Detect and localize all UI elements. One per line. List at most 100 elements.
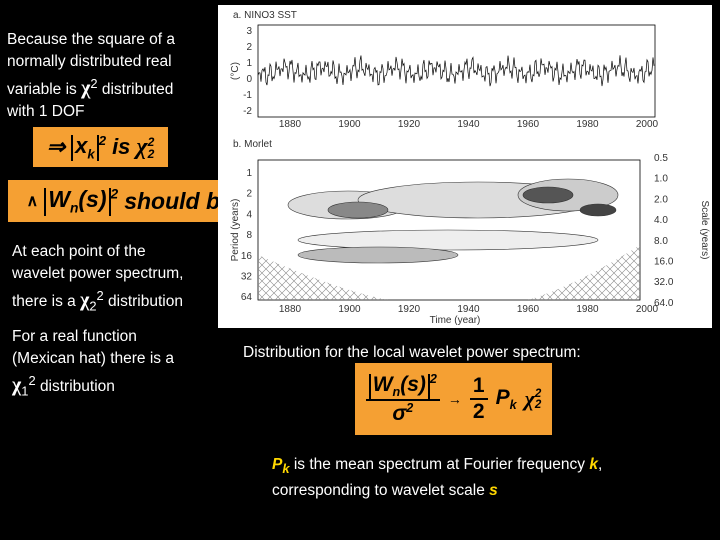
text: P [495,385,510,409]
text: n [69,200,79,216]
y-tick-label: 2 [246,42,252,53]
symbol: χ [81,77,91,100]
y-tick-label: 4 [246,209,252,220]
symbol: χ [524,386,535,411]
x-tick-label: 2000 [636,119,659,130]
text: with 1 DOF [7,103,85,121]
y2-tick-label: 16.0 [654,257,674,268]
y-tick-label: 16 [241,251,253,262]
symbol: ⇒ [46,134,66,159]
text: At each point of the [12,243,146,260]
footnote: Pk is the mean spectrum at Fourier frequ… [272,454,602,502]
text: k [282,461,290,477]
symbol: χ [12,374,22,397]
y-tick-label: 3 [246,26,252,37]
text: , [597,456,603,473]
text: σ [392,401,407,425]
text: 1 [21,383,29,399]
note-real: For a real function (Mexican hat) there … [12,326,174,402]
axis-label: Scale (years) [699,201,710,260]
x-tick-label: 1920 [398,304,421,315]
y-tick-label: 8 [246,230,252,241]
contour [327,201,389,219]
x-tick-label: 1980 [576,304,599,315]
text: 2 [110,186,119,202]
text: 1 [469,374,488,400]
text: 2 [472,400,485,423]
text: s [489,482,498,500]
text: 2 [89,298,97,314]
text: Because the square of a [7,31,176,48]
text: distribution [39,378,115,396]
y-tick-label: 0 [246,74,252,85]
text: 2 [534,387,542,400]
y-tick-label: -2 [243,106,252,117]
text: 2 [90,76,98,91]
x-tick-label: 2000 [636,304,659,315]
y2-tick-label: 32.0 [654,277,674,288]
x-tick-label: 1880 [279,119,302,130]
sst-trace [257,55,655,87]
x-tick-label: 1920 [398,119,421,130]
y-tick-label: 2 [246,189,252,200]
heading: Distribution for the local wavelet power… [243,344,581,361]
text: For a real function [12,328,137,345]
text: 2 [96,288,104,303]
text: should be [124,187,233,214]
text: (s) [78,186,107,213]
text: (Mexican hat) there is a [12,350,174,367]
x-tick-label: 1960 [517,119,540,130]
text: corresponding to wavelet scale [272,482,485,500]
text: 2 [147,134,155,149]
contour [297,229,599,251]
axis-label: Period (years) [230,199,241,262]
x-tick-label: 1940 [457,304,480,315]
text: wavelet power spectrum, [12,265,184,282]
x-tick-label: 1940 [457,119,480,130]
text: W [372,373,393,397]
text: 2 [406,400,414,415]
y-tick-label: 64 [241,292,253,303]
text: there is a [12,293,76,311]
contour [297,246,459,264]
y2-tick-label: 1.0 [654,174,668,185]
x-tick-label: 1980 [576,119,599,130]
y-tick-label: 1 [246,168,252,179]
text: variable is [7,81,77,99]
symbol: χ [136,133,148,160]
symbol: → [447,391,462,407]
y-tick-label: 32 [241,272,253,283]
axis-label: (°C) [230,62,241,80]
panel-title: b. Morlet [233,139,272,150]
panel-title: a. NINO3 SST [233,10,297,21]
text: k [87,146,95,162]
text: k [509,398,517,413]
text: (s) [400,373,426,397]
x-tick-label: 1900 [338,119,361,130]
text: 2 [534,399,542,412]
text: 2 [28,373,36,388]
text: x [75,133,88,159]
symbol: ∧ [26,193,39,210]
text: P [272,456,283,473]
text: n [392,385,401,400]
text: normally distributed real [7,53,172,70]
x-tick-label: 1880 [279,304,302,315]
x-tick-label: 1960 [517,304,540,315]
text: k [589,456,598,473]
text: distributed [101,81,174,99]
y2-tick-label: 4.0 [654,215,668,226]
text: is [112,134,131,159]
y2-tick-label: 64.0 [654,298,674,309]
contour [522,186,574,204]
y-tick-label: 1 [246,58,252,69]
text: 2 [429,372,437,387]
y-tick-label: -1 [243,90,252,101]
y2-tick-label: 2.0 [654,194,668,205]
axis-label: Time (year) [430,315,481,326]
text: distribution [108,293,183,311]
